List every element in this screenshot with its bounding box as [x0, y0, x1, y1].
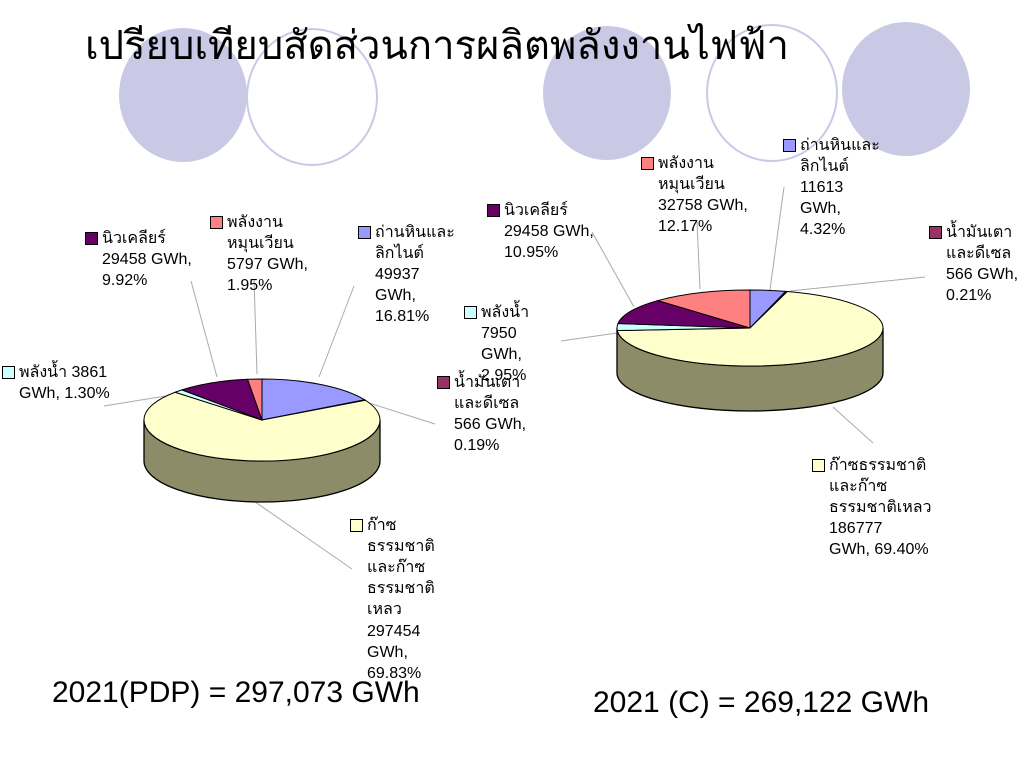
decorative-circle-filled: [842, 22, 970, 156]
slice-label-oil-c: น้ำมันเตา และดีเซล 566 GWh, 0.21%: [929, 222, 1023, 306]
legend-color-swatch: [812, 459, 825, 472]
slide-title: เปรียบเทียบสัดส่วนการผลิตพลังงานไฟฟ้า: [85, 23, 789, 68]
legend-color-swatch: [487, 204, 500, 217]
legend-color-swatch: [437, 376, 450, 389]
caption-2021-c-total: 2021 (C) = 269,122 GWh: [593, 686, 930, 719]
decorative-circle-filled: [119, 28, 247, 162]
slice-label-hydro-pdp: พลังน้ำ 3861 GWh, 1.30%: [2, 362, 124, 404]
legend-color-swatch: [641, 157, 654, 170]
legend-color-swatch: [929, 226, 942, 239]
slice-label-coal-pdp: ถ่านหินและ ลิกไนต์ 49937 GWh, 16.81%: [358, 222, 458, 328]
slice-label-renewable-c: พลังงาน หมุนเวียน 32758 GWh, 12.17%: [641, 153, 749, 237]
decorative-circle-outline: [246, 28, 378, 166]
slice-label-gas-c: ก๊าซธรรมชาติ และก๊าซ ธรรมชาติเหลว 186777…: [812, 455, 936, 561]
decorative-circle-filled: [543, 26, 671, 160]
legend-color-swatch: [350, 519, 363, 532]
legend-color-swatch: [783, 139, 796, 152]
slice-label-coal-c: ถ่านหินและ ลิกไนต์ 11613 GWh, 4.32%: [783, 135, 887, 241]
legend-color-swatch: [210, 216, 223, 229]
slice-label-nuclear-c: นิวเคลียร์ 29458 GWh, 10.95%: [487, 200, 599, 263]
legend-color-swatch: [358, 226, 371, 239]
slice-label-hydro-c: พลังน้ำ 7950 GWh, 2.95%: [464, 302, 560, 386]
slice-label-oil-pdp: น้ำมันเตา และดีเซล 566 GWh, 0.19%: [437, 372, 527, 456]
slice-label-renewable-pdp: พลังงาน หมุนเวียน 5797 GWh, 1.95%: [210, 212, 314, 296]
decorative-circle-outline: [706, 24, 838, 162]
slice-label-nuclear-pdp: นิวเคลียร์ 29458 GWh, 9.92%: [85, 228, 197, 291]
caption-2021-pdp-total: 2021(PDP) = 297,073 GWh: [52, 676, 420, 709]
legend-color-swatch: [85, 232, 98, 245]
legend-color-swatch: [464, 306, 477, 319]
slice-label-gas-pdp: ก๊าซธรรมชาติ และก๊าซ ธรรมชาติเหลว 297454…: [350, 515, 462, 684]
legend-color-swatch: [2, 366, 15, 379]
